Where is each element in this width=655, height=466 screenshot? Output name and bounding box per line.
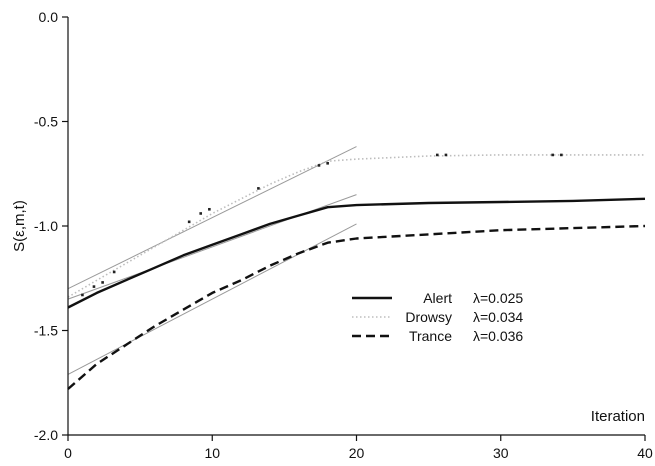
data-point [551, 153, 554, 157]
data-point [187, 220, 191, 224]
data-points [81, 153, 563, 297]
series-line-trance [67, 224, 646, 390]
tick-marks-and-labels: 0 10 20 30 40 0.0 -0.5 -1.0 -1.5 -2.0 [34, 9, 653, 461]
fit-lines [67, 146, 357, 375]
x-tick-label: 20 [349, 445, 365, 461]
series-line-drowsy [67, 154, 645, 298]
legend-lambda: λ=0.036 [473, 328, 523, 344]
y-tick-label: 0.0 [39, 9, 59, 25]
data-point [317, 164, 321, 167]
series-lines [67, 154, 646, 390]
x-tick-label: 40 [637, 445, 653, 461]
y-tick-label: -1.0 [34, 218, 58, 234]
axes [67, 17, 645, 436]
legend: Alert λ=0.025 Drowsy λ=0.034 Trance λ=0.036 [352, 290, 523, 344]
legend-label: Drowsy [405, 309, 452, 325]
data-point [81, 293, 84, 297]
data-point [444, 153, 448, 157]
legend-label: Trance [409, 328, 452, 344]
x-tick-label: 10 [204, 445, 220, 461]
fit-line [67, 223, 357, 375]
data-point [101, 281, 104, 284]
data-point [199, 212, 203, 215]
y-tick-label: -0.5 [34, 114, 58, 130]
data-point [112, 270, 116, 274]
data-point [92, 285, 96, 288]
fit-line [67, 146, 357, 290]
x-tick-label: 0 [64, 445, 72, 461]
data-point [257, 187, 260, 190]
legend-lambda: λ=0.034 [473, 309, 523, 325]
x-axis-label: Iteration [591, 408, 645, 425]
data-point [435, 153, 439, 157]
y-tick-label: -2.0 [34, 427, 58, 443]
y-tick-label: -1.5 [34, 323, 58, 339]
legend-lambda: λ=0.025 [473, 290, 523, 306]
data-point [560, 153, 563, 157]
legend-label: Alert [423, 290, 452, 306]
y-axis-label: S(ε,m,t) [11, 200, 28, 252]
x-tick-label: 30 [493, 445, 509, 461]
series-line-alert [67, 197, 646, 309]
data-point [326, 162, 329, 165]
data-point [208, 207, 211, 211]
